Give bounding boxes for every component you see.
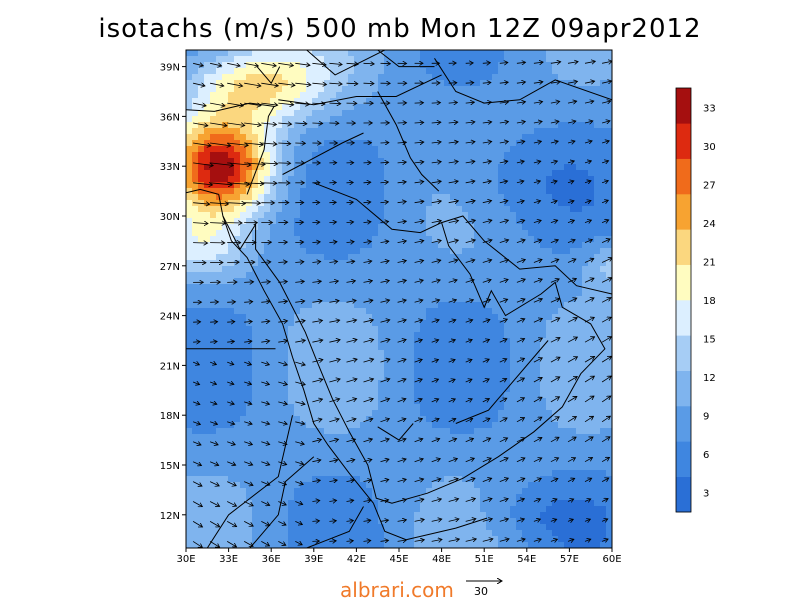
colorbar-segment bbox=[676, 406, 691, 442]
latitude-ticks: 39N 36N 33N 30N 27N 24N 21N 18N 15N 12N bbox=[160, 63, 186, 522]
longitude-ticks: 30E 33E 36E 39E 42E 45E 48E 51E 54E 57E 60E bbox=[176, 548, 621, 565]
lon-tick-label: 45E bbox=[389, 554, 408, 565]
wind-vector bbox=[244, 203, 260, 204]
lat-tick-label: 33N bbox=[160, 162, 180, 173]
colorbar-label: 24 bbox=[703, 219, 716, 230]
colorbar-segment bbox=[676, 441, 691, 477]
colorbar-segment bbox=[676, 194, 691, 230]
lat-tick-label: 36N bbox=[160, 112, 180, 123]
colorbar-label: 33 bbox=[703, 103, 716, 114]
colorbar-segment bbox=[676, 265, 691, 301]
lat-tick-label: 18N bbox=[160, 411, 180, 422]
lon-tick-label: 36E bbox=[262, 554, 281, 565]
isotach-field bbox=[186, 50, 613, 549]
colorbar-segment bbox=[676, 229, 691, 265]
colorbar-segment bbox=[676, 123, 691, 159]
lat-tick-label: 21N bbox=[160, 361, 180, 372]
wind-vector bbox=[432, 103, 441, 104]
colorbar-label: 27 bbox=[703, 180, 716, 191]
lon-tick-label: 54E bbox=[517, 554, 536, 565]
colorbar-segment bbox=[676, 477, 691, 513]
colorbar-segment bbox=[676, 159, 691, 195]
wind-vector bbox=[449, 83, 457, 84]
lat-tick-label: 39N bbox=[160, 63, 180, 74]
colorbar-label: 18 bbox=[703, 296, 716, 307]
colorbar-label: 12 bbox=[703, 373, 716, 384]
colorbar-label: 6 bbox=[703, 450, 709, 461]
lat-tick-label: 15N bbox=[160, 461, 180, 472]
lat-tick-label: 30N bbox=[160, 212, 180, 223]
colorbar-label: 21 bbox=[703, 257, 716, 268]
lon-tick-label: 48E bbox=[432, 554, 451, 565]
lon-tick-label: 30E bbox=[176, 554, 195, 565]
colorbar-label: 3 bbox=[703, 489, 709, 500]
wind-vector bbox=[312, 123, 322, 124]
wind-vector bbox=[210, 322, 218, 323]
colorbar-label: 30 bbox=[703, 142, 716, 153]
lat-tick-label: 27N bbox=[160, 262, 180, 273]
wind-vector bbox=[278, 242, 287, 243]
lat-tick-label: 12N bbox=[160, 511, 180, 522]
wind-vector bbox=[312, 222, 319, 223]
wind-vector bbox=[261, 183, 277, 184]
lon-tick-label: 60E bbox=[602, 554, 621, 565]
lat-tick-label: 24N bbox=[160, 312, 180, 323]
wind-vector bbox=[227, 302, 235, 303]
colorbar: 33 30 27 24 21 18 15 12 9 6 3 bbox=[676, 88, 716, 512]
wind-vector bbox=[381, 143, 389, 144]
lon-tick-label: 33E bbox=[219, 554, 238, 565]
colorbar-segment bbox=[676, 335, 691, 371]
watermark: albrari.com bbox=[340, 578, 454, 602]
lon-tick-label: 39E bbox=[304, 554, 323, 565]
colorbar-segment bbox=[676, 300, 691, 336]
colorbar-segment bbox=[676, 88, 691, 124]
colorbar-label: 9 bbox=[703, 412, 709, 423]
reference-vector-label: 30 bbox=[474, 585, 488, 598]
lon-tick-label: 51E bbox=[475, 554, 494, 565]
lon-tick-label: 57E bbox=[560, 554, 579, 565]
lon-tick-label: 42E bbox=[347, 554, 366, 565]
colorbar-segment bbox=[676, 371, 691, 407]
colorbar-label: 15 bbox=[703, 335, 716, 346]
wind-vector bbox=[193, 243, 208, 244]
